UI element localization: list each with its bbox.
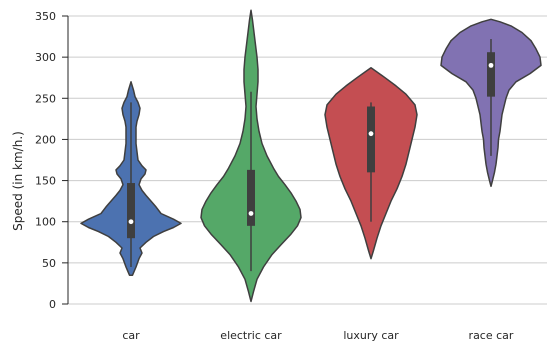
violin-median-dot — [248, 211, 254, 216]
y-tick-label: 300 — [35, 51, 56, 64]
y-axis-label: Speed (in km/h.) — [11, 131, 25, 231]
y-tick-label: 200 — [35, 133, 56, 146]
violin-iqr-box — [247, 169, 255, 226]
violin-iqr-box — [487, 52, 495, 97]
violin-car — [80, 81, 182, 276]
violin-median-dot — [368, 131, 374, 137]
violin-iqr-box — [127, 183, 135, 239]
violin-iqr-box — [367, 106, 375, 173]
violin-luxury-car — [324, 67, 418, 260]
y-tick-label: 100 — [35, 216, 56, 229]
y-tick-label: 250 — [35, 92, 56, 105]
violin-median-dot — [128, 219, 134, 225]
x-axis: car electric car luxury car race car — [122, 329, 514, 342]
y-tick-label: 150 — [35, 175, 56, 188]
y-tick-label: 350 — [35, 10, 56, 23]
x-tick-label: race car — [469, 329, 514, 342]
y-axis: 0 50 100 150 200 250 300 350 — [35, 10, 69, 311]
violin-race-car — [440, 18, 542, 188]
violin-electric-car — [200, 9, 302, 303]
y-tick-label: 50 — [42, 257, 56, 270]
y-tick-label: 0 — [49, 298, 56, 311]
x-tick-label: luxury car — [343, 329, 399, 342]
violins — [80, 9, 542, 303]
violin-median-dot — [488, 62, 494, 68]
x-tick-label: car — [122, 329, 140, 342]
x-tick-label: electric car — [220, 329, 282, 342]
